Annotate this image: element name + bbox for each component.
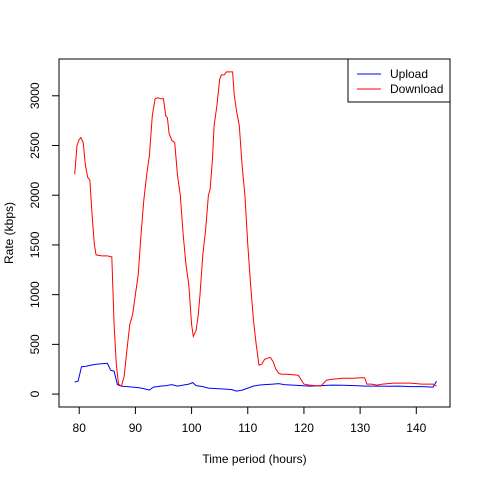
legend-label-upload: Upload — [390, 67, 428, 81]
y-tick-label: 1000 — [28, 281, 42, 308]
y-tick-label: 2500 — [28, 132, 42, 159]
y-tick-label: 0 — [28, 390, 42, 397]
x-tick-label: 100 — [182, 421, 202, 435]
x-tick-label: 130 — [350, 421, 370, 435]
x-tick-label: 120 — [294, 421, 314, 435]
y-axis-label: Rate (kbps) — [2, 202, 16, 264]
legend: Upload Download — [347, 58, 451, 103]
legend-label-download: Download — [390, 82, 443, 96]
y-tick-label: 2000 — [28, 182, 42, 209]
y-tick-label: 3000 — [28, 82, 42, 109]
x-tick-label: 90 — [129, 421, 143, 435]
series-line-download — [74, 71, 437, 387]
y-axis: 0 500 1000 1500 2000 2500 3000 — [28, 82, 60, 397]
y-tick-label: 1500 — [28, 231, 42, 258]
x-tick-label: 110 — [238, 421, 257, 435]
x-tick-label: 80 — [73, 421, 87, 435]
series-layer — [74, 71, 437, 392]
x-axis: 80 90 100 110 120 130 140 — [73, 406, 427, 435]
series-line-upload — [74, 362, 437, 392]
legend-box — [347, 58, 451, 103]
x-axis-label: Time period (hours) — [202, 452, 306, 466]
x-tick-label: 140 — [406, 421, 426, 435]
y-tick-label: 500 — [28, 334, 42, 354]
